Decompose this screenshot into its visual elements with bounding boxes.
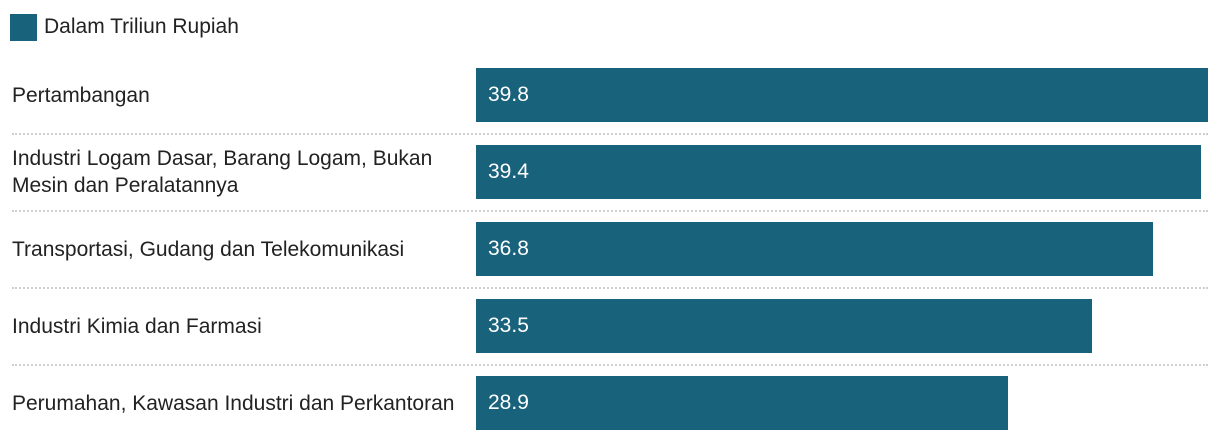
category-label: Industri Kimia dan Farmasi — [12, 314, 262, 338]
bar: 39.8 — [476, 68, 1208, 122]
bar-value-label: 39.4 — [488, 160, 529, 183]
category-label: Industri Logam Dasar, Barang Logam, Buka… — [12, 147, 433, 197]
legend-swatch — [10, 13, 37, 41]
bar-value-label: 28.9 — [488, 391, 529, 414]
row-divider — [12, 133, 1208, 135]
bar-value-label: 36.8 — [488, 237, 529, 260]
bar: 33.5 — [476, 299, 1092, 353]
legend-label: Dalam Triliun Rupiah — [44, 15, 239, 38]
category-label: Transportasi, Gudang dan Telekomunikasi — [12, 237, 405, 261]
legend: Dalam Triliun Rupiah — [10, 12, 239, 42]
category-label: Perumahan, Kawasan Industri dan Perkanto… — [12, 391, 455, 415]
row-divider — [12, 210, 1208, 212]
bar: 39.4 — [476, 145, 1201, 199]
bar: 28.9 — [476, 376, 1008, 430]
bar-value-label: 39.8 — [488, 83, 529, 106]
row-divider — [12, 287, 1208, 289]
bar: 36.8 — [476, 222, 1153, 276]
category-label: Pertambangan — [12, 83, 150, 107]
row-divider — [12, 364, 1208, 366]
bar-value-label: 33.5 — [488, 314, 529, 337]
